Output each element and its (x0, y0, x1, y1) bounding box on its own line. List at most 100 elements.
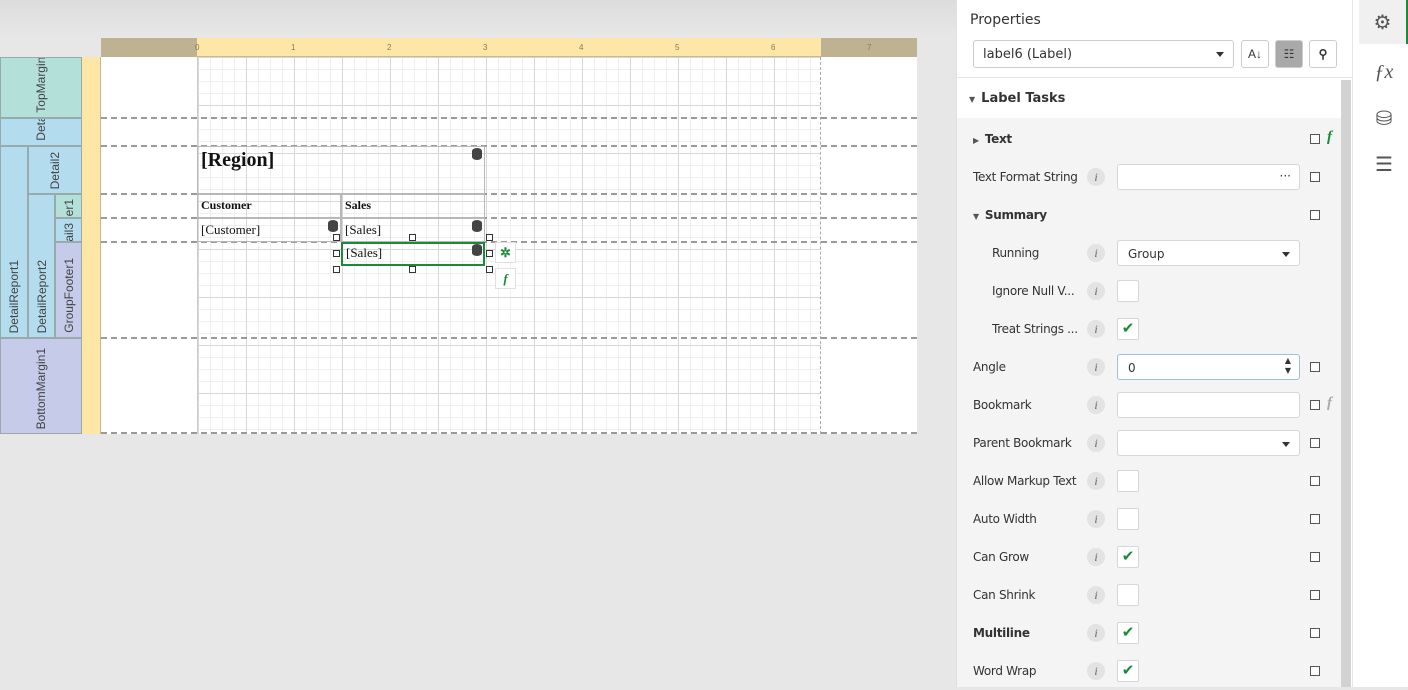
resize-handle[interactable] (486, 234, 493, 241)
property-marker-checkbox[interactable] (1310, 438, 1320, 448)
add-datasource-icon[interactable]: ⛁ (1375, 107, 1393, 130)
info-icon[interactable]: i (1087, 358, 1105, 376)
ruler-label: 6 (771, 43, 776, 52)
band-detail-report1[interactable]: DetailReport1 (0, 146, 28, 338)
property-marker-checkbox[interactable] (1310, 172, 1320, 182)
property-label: Text (984, 132, 1012, 146)
expression-fx-icon[interactable]: f (1327, 395, 1332, 411)
info-icon[interactable]: i (1087, 624, 1105, 642)
band-divider (101, 145, 917, 147)
info-icon[interactable]: i (1087, 434, 1105, 452)
can-grow-checkbox[interactable]: ✔ (1117, 546, 1139, 568)
can-shrink-checkbox[interactable] (1117, 584, 1139, 606)
summary-expander[interactable]: ▼ Summary (973, 208, 1047, 222)
input-value: Group (1128, 247, 1165, 261)
function-icon[interactable]: ƒx (1374, 60, 1394, 83)
ruler-label: 2 (387, 43, 392, 52)
object-selector-dropdown[interactable]: label6 (Label) (973, 40, 1234, 68)
ignore-null-v-checkbox[interactable] (1117, 280, 1139, 302)
property-marker-checkbox[interactable] (1310, 628, 1320, 638)
band-detail[interactable]: Detail (0, 118, 82, 146)
sort-alphabetical-button[interactable]: A↓ (1241, 40, 1269, 68)
input-value: 0 (1128, 361, 1136, 375)
resize-handle[interactable] (333, 266, 340, 273)
checkmark-icon: ✔ (1121, 624, 1135, 641)
collapse-icon: ▼ (969, 95, 976, 104)
info-icon[interactable]: i (1087, 548, 1105, 566)
sales-header-cell[interactable]: Sales (341, 194, 485, 218)
property-marker-checkbox[interactable] (1310, 590, 1320, 600)
label-tasks-header[interactable]: ▼ Label Tasks (957, 78, 1341, 118)
info-icon[interactable]: i (1087, 168, 1105, 186)
multiline-checkbox[interactable]: ✔ (1117, 622, 1139, 644)
band-detail3[interactable]: Detail3 (55, 218, 82, 242)
customer-header-cell[interactable]: Customer (197, 194, 341, 218)
resize-handle[interactable] (333, 234, 340, 241)
categorized-view-button[interactable]: ☷ (1275, 40, 1303, 68)
band-top-margin[interactable]: TopMargin1 (0, 57, 82, 118)
property-marker-checkbox[interactable] (1310, 400, 1320, 410)
expression-fx-icon[interactable]: f (1327, 129, 1332, 145)
property-marker-checkbox[interactable] (1310, 362, 1320, 372)
customer-cell[interactable]: [Customer] (197, 218, 341, 242)
property-marker-checkbox[interactable] (1310, 666, 1320, 676)
report-explorer-icon[interactable]: ☰ (1375, 153, 1393, 176)
running-input[interactable]: Group (1117, 240, 1300, 266)
info-icon[interactable]: i (1087, 662, 1105, 680)
search-button[interactable]: ⚲ (1309, 40, 1337, 68)
info-icon[interactable]: i (1087, 320, 1105, 338)
property-marker-checkbox[interactable] (1310, 134, 1320, 144)
parent-bookmark-input[interactable] (1117, 430, 1300, 456)
property-grid: ▶ Text f Text Format String i ··· ▼ Summary Runn… (957, 118, 1341, 687)
info-icon[interactable]: i (1087, 586, 1105, 604)
resize-handle[interactable] (409, 266, 416, 273)
spinner-arrows-icon[interactable]: ▲ ▼ (1284, 356, 1291, 375)
band-group-footer[interactable]: GroupFooter1 (55, 242, 82, 338)
resize-handle[interactable] (486, 266, 493, 273)
angle-input[interactable]: 0 ▲ ▼ (1117, 354, 1300, 380)
band-group-header[interactable]: GroupHeader1 (55, 194, 82, 218)
allow-markup-text-checkbox[interactable] (1117, 470, 1139, 492)
resize-handle[interactable] (409, 234, 416, 241)
band-divider (101, 193, 917, 195)
sales-cell[interactable]: [Sales] (341, 218, 485, 242)
text-expander[interactable]: ▶ Text (973, 132, 1012, 146)
right-margin-ruler[interactable] (821, 38, 917, 57)
word-wrap-checkbox[interactable]: ✔ (1117, 660, 1139, 682)
database-icon (472, 148, 482, 160)
treat-strings-checkbox[interactable]: ✔ (1117, 318, 1139, 340)
band-label: TopMargin1 (34, 57, 48, 113)
scrollbar[interactable] (1341, 80, 1351, 687)
expression-fx-icon[interactable]: f (495, 268, 516, 289)
property-label: Parent Bookmark (973, 436, 1072, 450)
band-bottom-margin[interactable]: BottomMargin1 (0, 338, 82, 434)
info-icon[interactable]: i (1087, 396, 1105, 414)
report-design-surface[interactable]: [Region] Customer Sales [Customer] [Sale… (101, 57, 917, 434)
property-row: Multiline i ✔ (957, 614, 1341, 652)
property-marker-checkbox[interactable] (1310, 514, 1320, 524)
property-marker-checkbox[interactable] (1310, 476, 1320, 486)
resize-handle[interactable] (486, 250, 493, 257)
info-icon[interactable]: i (1087, 472, 1105, 490)
band-label: BottomMargin1 (34, 347, 48, 429)
band-detail2[interactable]: Detail2 (28, 146, 82, 194)
gear-icon[interactable]: ⚙ (1359, 0, 1408, 44)
property-marker-checkbox[interactable] (1310, 210, 1320, 220)
selected-sales-summary-label[interactable]: [Sales] (341, 242, 485, 266)
band-label: DetailReport1 (7, 259, 21, 333)
bookmark-input[interactable] (1117, 392, 1300, 418)
info-icon[interactable]: i (1087, 282, 1105, 300)
database-icon (472, 244, 482, 256)
property-marker-checkbox[interactable] (1310, 552, 1320, 562)
region-label[interactable]: [Region] (197, 146, 485, 194)
property-label: Multiline (973, 626, 1030, 640)
band-detail-report2[interactable]: DetailReport2 (28, 194, 55, 338)
text-format-string-input[interactable]: ··· (1117, 164, 1300, 190)
left-margin-ruler[interactable] (101, 38, 197, 57)
info-icon[interactable]: i (1087, 244, 1105, 262)
auto-width-checkbox[interactable] (1117, 508, 1139, 530)
resize-handle[interactable] (333, 250, 340, 257)
smart-tag-gear-icon[interactable]: ✲ (495, 242, 516, 263)
checkmark-icon: ✔ (1121, 548, 1135, 565)
info-icon[interactable]: i (1087, 510, 1105, 528)
